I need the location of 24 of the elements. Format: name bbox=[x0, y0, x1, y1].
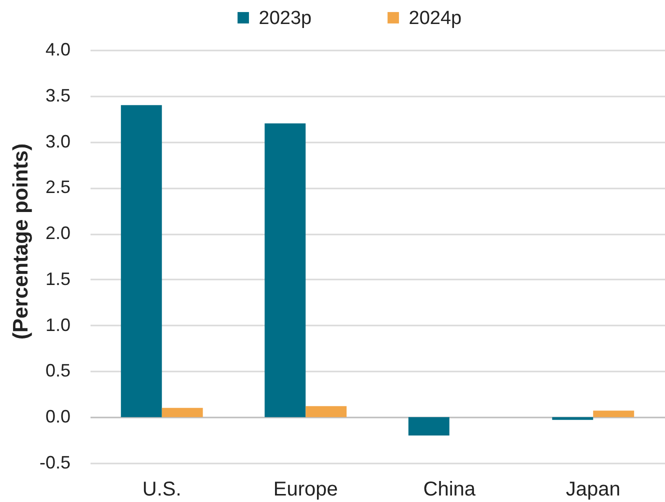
x-tick-label: Europe bbox=[273, 478, 338, 500]
bar bbox=[264, 123, 306, 418]
y-tick-label: 3.5 bbox=[45, 85, 70, 106]
y-tick-label: 1.5 bbox=[45, 268, 70, 289]
y-tick-label: 2.5 bbox=[45, 177, 70, 198]
x-tick-label: China bbox=[423, 478, 476, 500]
y-tick-label: 3.0 bbox=[45, 131, 70, 152]
bar bbox=[408, 417, 450, 436]
bar bbox=[593, 410, 634, 418]
y-tick-label: 0.0 bbox=[45, 406, 70, 427]
y-tick-label: -0.5 bbox=[39, 452, 70, 472]
x-tick-label: Japan bbox=[566, 478, 620, 500]
x-tick-label: U.S. bbox=[142, 478, 182, 500]
bar bbox=[552, 417, 594, 420]
y-tick-label: 0.5 bbox=[45, 360, 70, 381]
bar bbox=[120, 105, 162, 418]
bar bbox=[162, 408, 203, 418]
bar bbox=[306, 406, 347, 418]
legend-label: 2023p bbox=[258, 8, 312, 29]
y-tick-label: 1.0 bbox=[45, 314, 70, 335]
legend-label: 2024p bbox=[408, 8, 462, 29]
y-tick-label: 2.0 bbox=[45, 223, 70, 244]
y-axis-title: (Percentage points) bbox=[9, 143, 32, 340]
y-tick-label: 4.0 bbox=[45, 40, 70, 60]
